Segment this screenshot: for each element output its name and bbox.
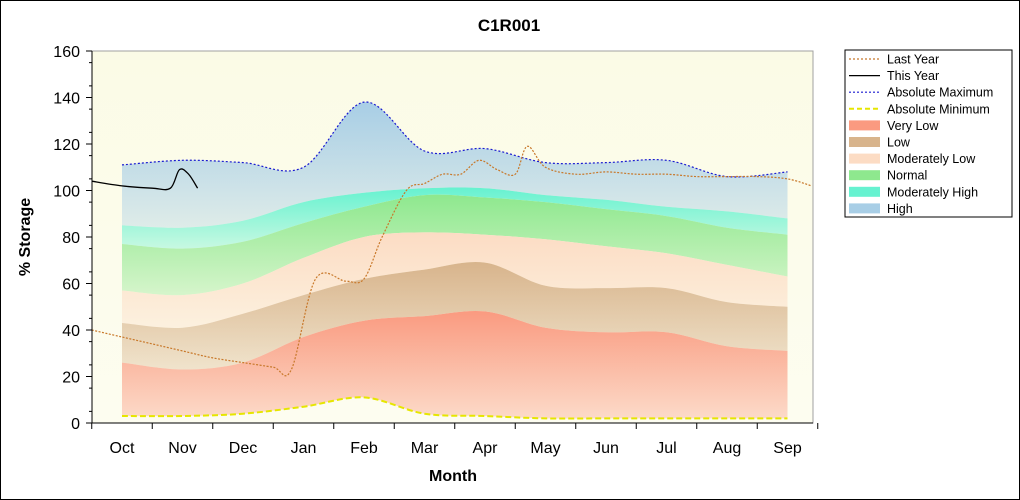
legend-swatch (849, 170, 880, 181)
legend-label: This Year (887, 69, 939, 83)
x-tick-label: May (530, 440, 560, 457)
legend: Last Year This Year Absolute Maximum Absolu… (844, 49, 1013, 218)
legend-entry-very-low: Very Low (849, 119, 939, 133)
absolute-maximum-line (121, 101, 788, 178)
legend-label: Moderately Low (887, 152, 976, 166)
y-tick-label: 160 (53, 44, 80, 61)
legend-label: Last Year (887, 53, 939, 67)
y-tick-label: 0 (71, 416, 80, 433)
legend-swatch (849, 203, 880, 214)
y-tick-label: 60 (62, 277, 80, 294)
legend-entry-low: Low (849, 136, 911, 150)
legend-label: High (887, 202, 913, 216)
x-tick-label: Sep (773, 440, 802, 457)
y-tick-label: 20 (62, 370, 80, 387)
series-lines (91, 101, 812, 420)
legend-entry-this-year: This Year (849, 69, 939, 83)
legend-label: Absolute Minimum (887, 102, 990, 116)
band-areas (122, 101, 788, 419)
y-tick-label: 120 (53, 137, 80, 154)
legend-label: Absolute Maximum (887, 86, 993, 100)
x-tick-label: Nov (168, 440, 196, 457)
axes: 0 20 40 60 80 100 120 140 160 Oct Nov Dec Jan Feb Mar A… (53, 44, 819, 457)
legend-swatch (849, 137, 880, 147)
legend-swatch (849, 120, 880, 131)
legend-entry-moderately-low: Moderately Low (849, 152, 976, 166)
legend-swatch (849, 186, 880, 197)
legend-label: Moderately High (887, 185, 978, 199)
x-tick-label: Oct (110, 440, 135, 457)
x-tick-label: Jun (593, 440, 619, 457)
y-tick-label: 100 (53, 184, 80, 201)
legend-entry-last-year: Last Year (849, 53, 939, 67)
absolute-minimum-line (121, 396, 788, 420)
legend-entry-moderately-high: Moderately High (849, 185, 978, 199)
chart-title: C1R001 (478, 16, 540, 35)
x-tick-label: Aug (713, 440, 741, 457)
x-tick-label: Apr (473, 440, 499, 457)
band-moderately-low (122, 232, 788, 328)
x-tick-label: Jul (656, 440, 676, 457)
y-tick-label: 140 (53, 91, 80, 108)
y-tick-label: 40 (62, 323, 80, 340)
legend-label: Normal (887, 169, 927, 183)
band-very-low (122, 310, 788, 419)
x-axis-label: Month (429, 468, 477, 485)
legend-swatch (849, 153, 880, 164)
legend-entry-high: High (849, 202, 913, 216)
band-normal (122, 194, 788, 296)
legend-entry-absolute-maximum: Absolute Maximum (849, 86, 993, 100)
band-high (122, 101, 788, 228)
y-tick-label: 80 (62, 230, 80, 247)
last-year-line (91, 145, 812, 377)
legend-entry-normal: Normal (849, 169, 927, 183)
legend-label: Low (887, 136, 911, 150)
x-tick-label: Feb (350, 440, 378, 457)
x-tick-label: Mar (411, 440, 439, 457)
band-low (122, 261, 788, 370)
legend-label: Very Low (887, 119, 939, 133)
x-tick-label: Jan (291, 440, 317, 457)
y-axis-label: % Storage (17, 198, 34, 276)
band-moderately-high (122, 187, 788, 249)
legend-entry-absolute-minimum: Absolute Minimum (849, 102, 990, 116)
x-tick-label: Dec (229, 440, 257, 457)
this-year-line (91, 168, 199, 191)
